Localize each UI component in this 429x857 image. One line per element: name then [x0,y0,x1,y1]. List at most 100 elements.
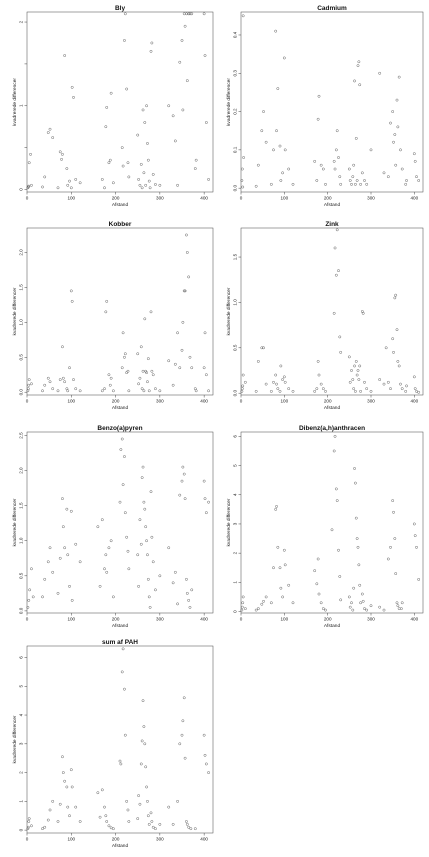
data-point [337,156,340,159]
x-tick-label: 300 [156,399,164,404]
data-point [98,584,102,588]
data-point [120,366,124,370]
data-point [269,182,273,186]
data-point [127,820,131,823]
data-point [203,54,207,57]
data-point [389,121,392,125]
data-point [167,805,171,809]
data-point [27,383,31,387]
data-point [275,129,278,133]
data-point [413,159,417,163]
data-point [68,179,71,183]
data-point [269,389,273,393]
data-point [357,563,361,567]
data-point [183,497,187,501]
data-point [151,373,155,377]
data-point [393,133,397,136]
data-point [207,178,210,181]
x-tick-label: 0 [26,399,29,404]
data-point [141,108,145,112]
data-point [185,820,188,823]
chart-title: Zink [325,221,339,228]
data-point [105,570,109,574]
data-point [393,537,397,540]
data-point [354,389,357,393]
data-point [415,545,418,549]
data-point [316,117,320,121]
y-tick-label: 2.0 [19,249,24,256]
data-point [335,499,339,502]
x-tick-label: 400 [410,196,418,201]
data-point [118,759,122,763]
data-point [27,820,31,823]
y-tick-label: 0.2 [233,108,238,115]
data-point [108,383,112,387]
data-point [151,173,155,176]
data-point [404,182,408,186]
data-point [404,389,408,393]
data-point [140,739,144,743]
data-point [240,389,244,393]
data-point [158,183,162,187]
x-axis-label: Afstand [324,405,341,411]
plot-frame [240,11,424,193]
data-point [352,387,356,391]
data-point [187,275,191,279]
data-point [190,12,194,16]
chart-title: Bly [115,5,126,12]
data-point [66,553,70,557]
data-point [105,820,109,823]
data-point [43,175,47,179]
data-point [203,497,207,501]
data-point [347,355,351,359]
data-point [26,825,30,829]
data-point [202,12,206,16]
y-axis-label: kvadrerede differencer [12,498,18,546]
x-axis-label: Afstand [112,405,129,411]
data-point [279,179,283,182]
data-point [126,549,130,553]
data-point [359,182,362,186]
data-point [70,299,74,303]
data-point [51,387,55,391]
data-point [194,158,198,162]
data-point [369,604,373,608]
data-point [147,822,151,826]
data-point [68,814,71,818]
data-point [361,599,365,603]
chart-panel-3: Zink 0 100 200 300 400 0.0 0.5 1.0 1.5 Afstand kvad… [226,221,424,411]
data-point [63,779,67,783]
y-tick-label: 0.0 [19,607,24,614]
data-point [363,607,366,610]
data-point [400,601,404,605]
data-point [315,582,319,586]
data-point [203,331,207,335]
data-point [41,595,44,599]
data-point [100,178,104,181]
data-point [395,601,399,605]
y-tick-label: 3 [233,522,238,525]
x-tick-label: 300 [367,399,375,404]
data-point [347,167,351,171]
data-point [41,389,44,393]
data-point [178,60,182,64]
data-point [291,182,295,186]
x-tick-label: 100 [280,399,288,404]
y-tick-label: 0.5 [19,572,24,579]
y-tick-label: 2.0 [19,467,24,474]
y-axis-label: kvadrerede differencer [12,78,18,126]
data-point [417,390,421,394]
plot-frame [26,11,214,193]
data-point [338,335,342,339]
data-point [334,148,338,152]
data-point [123,733,127,737]
data-point [136,352,140,356]
y-tick-label: 1.0 [19,537,24,544]
data-point [121,331,125,335]
data-point [111,389,115,393]
x-tick-label: 300 [367,617,375,622]
data-point [143,317,147,321]
data-point [262,599,265,603]
data-point [72,378,75,382]
